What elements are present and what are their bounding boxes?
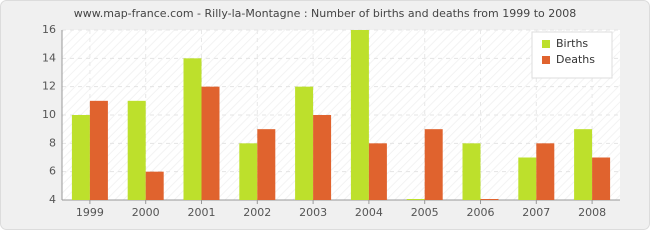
bar <box>295 86 314 200</box>
legend-swatch <box>542 40 550 48</box>
x-tick-label: 1999 <box>76 206 104 219</box>
y-tick-label: 16 <box>42 23 56 36</box>
x-tick-label: 2006 <box>467 206 495 219</box>
x-tick-label: 2007 <box>522 206 550 219</box>
bar <box>480 199 499 200</box>
chart-title: www.map-france.com - Rilly-la-Montagne :… <box>74 7 576 20</box>
y-tick-label: 6 <box>49 165 56 178</box>
bar <box>201 86 220 200</box>
bar <box>350 30 369 200</box>
legend-label: Births <box>556 37 588 50</box>
bar <box>592 157 611 200</box>
y-tick-label: 4 <box>49 193 56 206</box>
y-tick-label: 8 <box>49 136 56 149</box>
bar <box>145 171 164 200</box>
y-tick-label: 14 <box>42 51 56 64</box>
bar <box>368 143 387 200</box>
bar <box>71 115 90 200</box>
legend-swatch <box>542 56 550 64</box>
x-tick-label: 2001 <box>188 206 216 219</box>
legend-box <box>531 31 613 79</box>
x-tick-label: 2004 <box>355 206 383 219</box>
legend-label: Deaths <box>556 53 595 66</box>
bar <box>424 129 443 200</box>
x-tick-label: 2005 <box>411 206 439 219</box>
bar <box>406 199 425 200</box>
bar <box>574 129 593 200</box>
page: www.map-france.com - Rilly-la-Montagne :… <box>0 0 650 230</box>
bar <box>239 143 258 200</box>
x-tick-label: 2008 <box>578 206 606 219</box>
bar <box>257 129 276 200</box>
y-tick-label: 10 <box>42 108 56 121</box>
x-tick-label: 2002 <box>243 206 271 219</box>
x-tick-label: 2000 <box>132 206 160 219</box>
bar <box>183 58 202 201</box>
chart: www.map-france.com - Rilly-la-Montagne :… <box>0 0 650 230</box>
bar <box>518 157 537 200</box>
bar <box>536 143 555 200</box>
bar <box>313 115 332 200</box>
bar <box>127 100 146 200</box>
bar <box>462 143 481 200</box>
x-tick-label: 2003 <box>299 206 327 219</box>
bar <box>89 100 108 200</box>
y-tick-label: 12 <box>42 80 56 93</box>
